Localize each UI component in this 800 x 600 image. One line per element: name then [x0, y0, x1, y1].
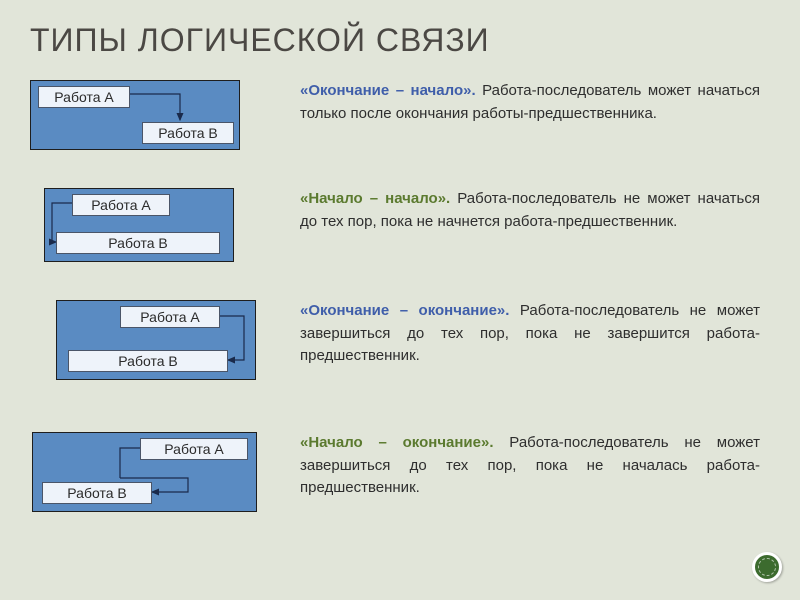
task-box-b: Работа B	[42, 482, 152, 504]
highlight-term: «Окончание – окончание».	[300, 302, 509, 319]
description: «Окончание – начало». Работа-последовате…	[300, 80, 800, 125]
highlight-term: «Начало – окончание».	[300, 434, 494, 451]
diagram-cell: Работа A Работа B	[0, 80, 300, 160]
next-button-inner	[758, 558, 776, 576]
description: «Окончание – окончание». Работа-последов…	[300, 300, 800, 368]
diagram-cell: Работа A Работа B	[0, 188, 300, 272]
next-button[interactable]	[752, 552, 782, 582]
highlight-term: «Начало – начало».	[300, 190, 450, 207]
task-box-b: Работа B	[142, 122, 234, 144]
diagram-cell: Работа A Работа B	[0, 300, 300, 390]
task-box-a: Работа A	[38, 86, 130, 108]
diagram-cell: Работа A Работа B	[0, 432, 300, 522]
description: «Начало – окончание». Работа-последовате…	[300, 432, 800, 500]
task-box-b: Работа B	[56, 232, 220, 254]
dependency-row-3: Работа A Работа B «Начало – окончание». Ра…	[0, 432, 800, 522]
description: «Начало – начало». Работа-последователь …	[300, 188, 800, 233]
page-title: ТИПЫ ЛОГИЧЕСКОЙ СВЯЗИ	[30, 22, 490, 59]
task-box-b: Работа B	[68, 350, 228, 372]
highlight-term: «Окончание – начало».	[300, 82, 476, 99]
task-box-a: Работа A	[72, 194, 170, 216]
task-box-a: Работа A	[120, 306, 220, 328]
task-box-a: Работа A	[140, 438, 248, 460]
dependency-row-1: Работа A Работа B «Начало – начало». Работ…	[0, 188, 800, 272]
dependency-row-0: Работа A Работа B «Окончание – начало». Ра…	[0, 80, 800, 160]
dependency-row-2: Работа A Работа B «Окончание – окончание».…	[0, 300, 800, 390]
